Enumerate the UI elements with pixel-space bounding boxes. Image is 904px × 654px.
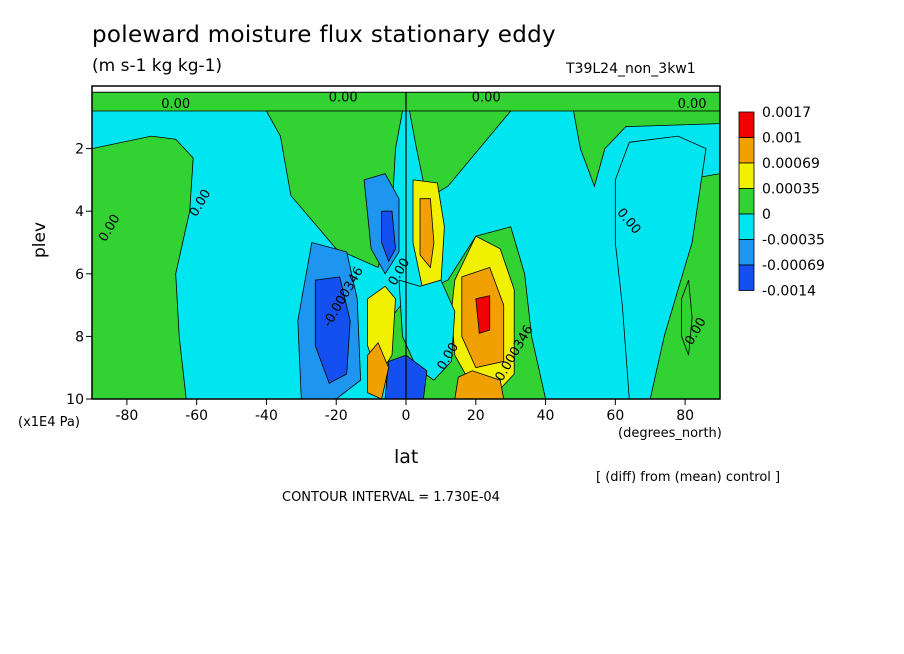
fill-orange-nh-surface (454, 370, 505, 399)
legend-swatch-red (738, 111, 755, 138)
legend-level-0: 0.0017 (762, 105, 811, 121)
x-tick-label-3: -20 (325, 408, 348, 424)
legend-level-2: 0.00069 (762, 156, 820, 172)
contour-fills (92, 91, 720, 399)
chart-units: (m s-1 kg kg-1) (92, 56, 223, 76)
color-legend: 0.0017 0.001 0.00069 0.00035 0 -0.00035 -0.000… (738, 105, 825, 300)
legend-level-5: -0.00035 (762, 233, 825, 249)
x-tick-label-1: -60 (185, 408, 208, 424)
run-label: T39L24_non_3kw1 (566, 61, 696, 77)
y-tick-label-2: 6 (75, 267, 84, 283)
x-tick-label-6: 40 (537, 408, 555, 424)
contour-interval-label: CONTOUR INTERVAL = 1.730E-04 (282, 490, 500, 505)
x-axis-label: lat (394, 446, 419, 468)
y-scale-label: (x1E4 Pa) (18, 415, 80, 430)
legend-level-7: -0.0014 (762, 284, 816, 300)
fill-orange-sh-surface (367, 341, 390, 399)
fill-cyan-nh-pocket (614, 135, 707, 399)
fill-darkblue-sh-lower (314, 276, 351, 384)
fill-red-nh-core (475, 295, 491, 334)
fill-green-nh-top-right (573, 110, 720, 188)
x-tick-label-2: -40 (255, 408, 278, 424)
x-tick-label-5: 20 (467, 408, 485, 424)
contour-label-1: 0.00 (329, 91, 358, 106)
diff-label: [ (diff) from (mean) control ] (596, 470, 781, 485)
x-tick-label-7: 60 (606, 408, 624, 424)
legend-level-6: -0.00069 (762, 258, 825, 274)
x-tick-label-8: 80 (676, 408, 694, 424)
x-tick-label-4: 0 (402, 408, 411, 424)
legend-swatch-yellow (738, 162, 755, 189)
legend-level-1: 0.001 (762, 131, 802, 147)
y-tick-label-3: 8 (75, 329, 84, 345)
fill-orange-nh-upper (419, 198, 435, 269)
legend-swatch-cyan (738, 213, 755, 240)
fill-green-sh-upper (265, 110, 403, 269)
fill-green-nh-island (681, 279, 693, 356)
legend-swatch-green (738, 188, 755, 215)
legend-swatch-darkblue (738, 264, 755, 291)
y-tick-label-4: 10 (66, 392, 84, 408)
legend-level-3: 0.00035 (762, 182, 820, 198)
x-axis-ticks: -80 -60 -40 -20 0 20 40 60 80 (115, 399, 694, 424)
y-tick-label-0: 2 (75, 142, 84, 158)
contour-label-2: 0.00 (472, 91, 501, 106)
legend-level-4: 0 (762, 207, 771, 223)
contour-label-3: 0.00 (678, 97, 707, 112)
fill-green-sh-region (92, 135, 194, 399)
legend-swatch-blue (738, 239, 755, 266)
legend-swatch-orange (738, 137, 755, 164)
y-tick-label-1: 4 (75, 204, 84, 220)
contour-label-0: 0.00 (161, 97, 190, 112)
y-axis-ticks: 2 4 6 8 10 (66, 142, 92, 408)
fill-green-nh-upper (409, 110, 512, 200)
chart-title: poleward moisture flux stationary eddy (92, 22, 556, 48)
x-tick-label-0: -80 (115, 408, 138, 424)
fill-cyan-nh-equator (398, 279, 456, 381)
x-axis-units: (degrees_north) (618, 426, 722, 441)
fill-darkblue-sh-upper (381, 210, 396, 263)
